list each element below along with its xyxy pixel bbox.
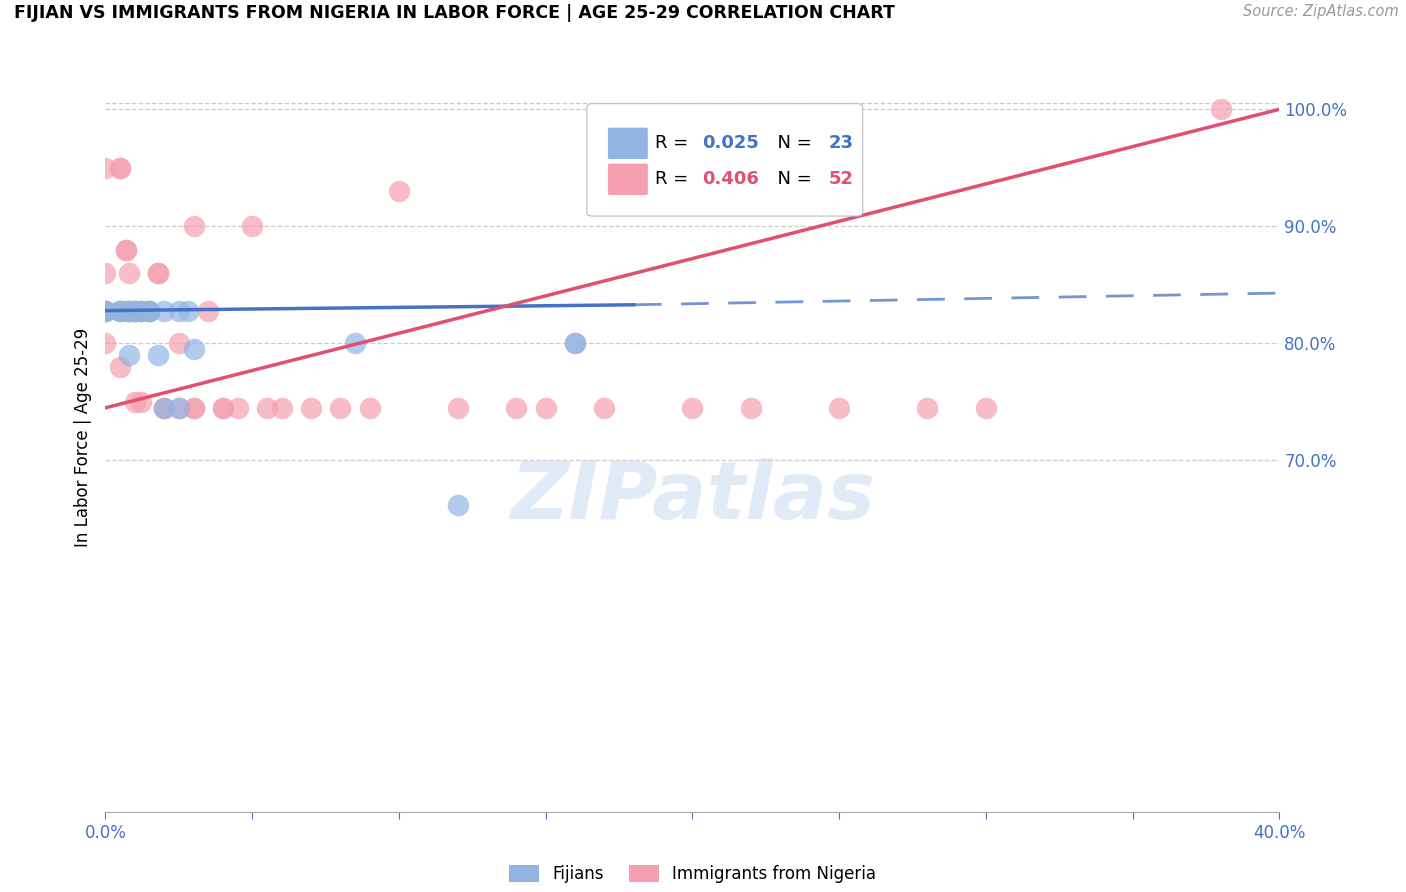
Point <box>828 401 851 415</box>
Y-axis label: In Labor Force | Age 25-29: In Labor Force | Age 25-29 <box>73 327 91 547</box>
Point <box>118 303 141 318</box>
Point <box>94 161 117 175</box>
Point <box>138 303 160 318</box>
Point <box>94 266 117 280</box>
FancyBboxPatch shape <box>586 103 863 216</box>
Point <box>124 395 146 409</box>
Text: FIJIAN VS IMMIGRANTS FROM NIGERIA IN LABOR FORCE | AGE 25-29 CORRELATION CHART: FIJIAN VS IMMIGRANTS FROM NIGERIA IN LAB… <box>14 4 896 22</box>
Point <box>124 303 146 318</box>
Point <box>115 303 138 318</box>
Text: Source: ZipAtlas.com: Source: ZipAtlas.com <box>1243 4 1399 20</box>
Point <box>124 303 146 318</box>
Text: 23: 23 <box>828 135 853 153</box>
FancyBboxPatch shape <box>607 128 648 159</box>
Point <box>108 303 131 318</box>
Point <box>129 395 152 409</box>
Point <box>153 401 176 415</box>
Point <box>446 498 468 512</box>
Point <box>124 303 146 318</box>
Point <box>94 336 117 351</box>
Text: 0.406: 0.406 <box>702 170 759 188</box>
Point <box>505 401 527 415</box>
Point <box>534 401 557 415</box>
Text: 52: 52 <box>828 170 853 188</box>
Point <box>108 161 131 175</box>
Text: R =: R = <box>655 135 695 153</box>
Point <box>176 303 198 318</box>
Legend: Fijians, Immigrants from Nigeria: Fijians, Immigrants from Nigeria <box>502 858 883 889</box>
Text: ZIPatlas: ZIPatlas <box>510 458 875 536</box>
Point <box>167 401 190 415</box>
Point <box>299 401 322 415</box>
Point <box>94 303 117 318</box>
Text: N =: N = <box>766 135 818 153</box>
Point <box>108 303 131 318</box>
Point <box>153 401 176 415</box>
Point <box>167 303 190 318</box>
Point <box>197 303 219 318</box>
Point <box>256 401 278 415</box>
Point <box>740 401 762 415</box>
Point <box>682 401 704 415</box>
Point <box>129 303 152 318</box>
Point <box>446 401 468 415</box>
Point <box>183 219 205 234</box>
Point <box>974 401 997 415</box>
Point <box>211 401 233 415</box>
Point <box>115 243 138 257</box>
Point <box>183 401 205 415</box>
Text: N =: N = <box>766 170 818 188</box>
Point <box>917 401 939 415</box>
Point <box>118 266 141 280</box>
Point <box>343 336 366 351</box>
Point <box>138 303 160 318</box>
Point <box>593 401 616 415</box>
Point <box>118 303 141 318</box>
Point <box>240 219 263 234</box>
Point <box>115 243 138 257</box>
Point <box>108 303 131 318</box>
Point <box>183 401 205 415</box>
Point <box>564 336 586 351</box>
Point <box>108 161 131 175</box>
Point <box>148 348 170 362</box>
Point <box>148 266 170 280</box>
Point <box>108 359 131 374</box>
Point <box>167 401 190 415</box>
Point <box>226 401 249 415</box>
Point <box>94 303 117 318</box>
Point <box>183 343 205 357</box>
Point <box>124 303 146 318</box>
Point <box>94 303 117 318</box>
Point <box>329 401 352 415</box>
FancyBboxPatch shape <box>607 163 648 195</box>
Point <box>211 401 233 415</box>
Point <box>167 336 190 351</box>
Point <box>138 303 160 318</box>
Point <box>359 401 381 415</box>
Point <box>118 303 141 318</box>
Point <box>138 303 160 318</box>
Point <box>129 303 152 318</box>
Point <box>1209 102 1232 116</box>
Point <box>153 401 176 415</box>
Point <box>564 336 586 351</box>
Point <box>388 184 411 198</box>
Point <box>129 303 152 318</box>
Point <box>118 348 141 362</box>
Point <box>270 401 292 415</box>
Text: R =: R = <box>655 170 695 188</box>
Text: 0.025: 0.025 <box>702 135 759 153</box>
Point <box>153 303 176 318</box>
Point <box>94 303 117 318</box>
Point <box>148 266 170 280</box>
